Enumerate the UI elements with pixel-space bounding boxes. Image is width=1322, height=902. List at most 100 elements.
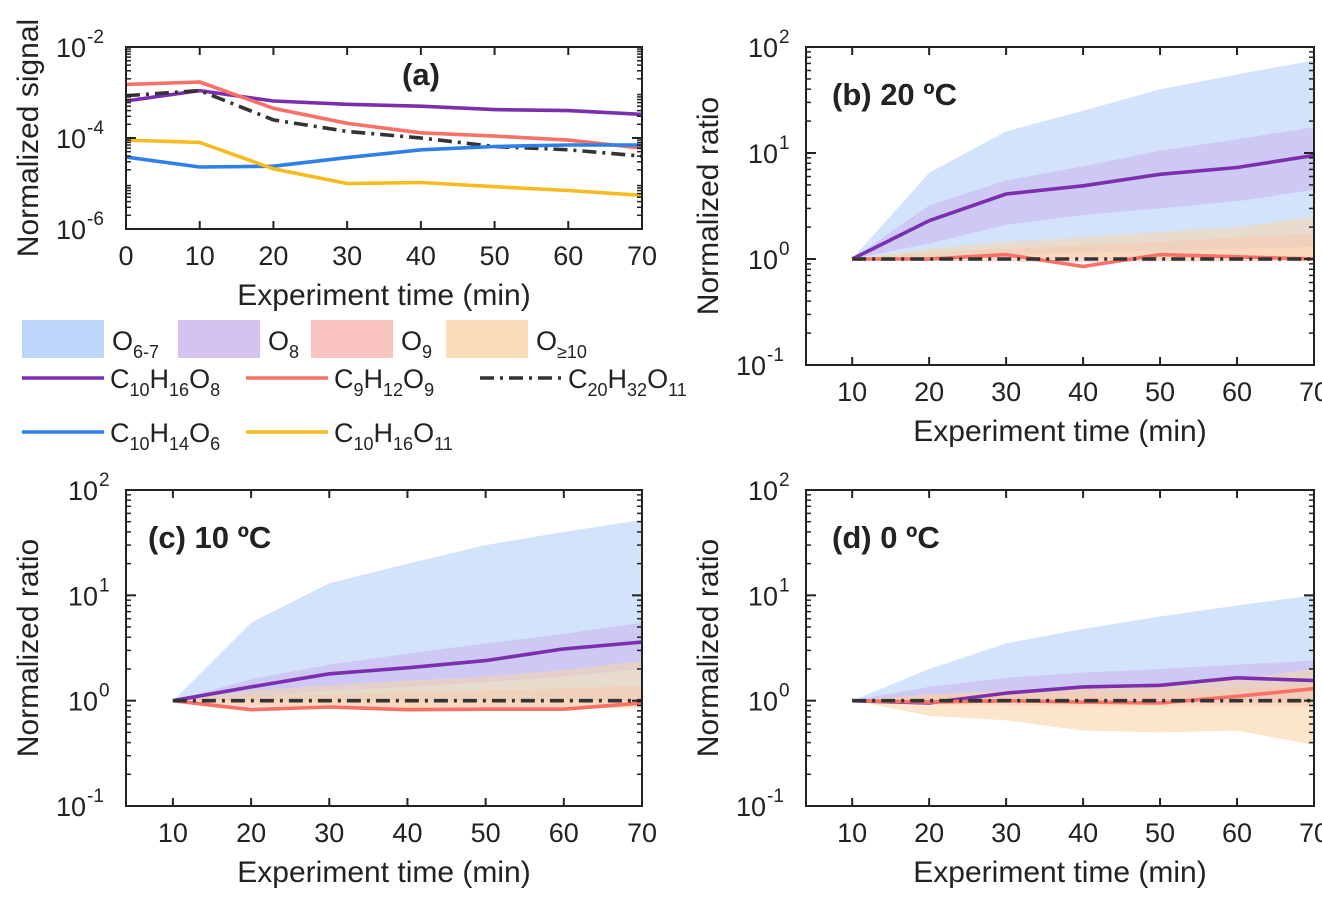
y-tick-exponent: 0 [779,239,790,260]
plot-content [172,519,642,712]
formula-subscript: 8 [210,380,220,400]
y-tick-label: 10 [736,351,766,381]
formula-element: O [413,418,434,448]
legend-line-item: C10H16O8 [22,364,220,400]
y-tick-exponent: 0 [99,681,110,702]
y-tick-label: 10 [56,33,86,63]
y-tick-exponent: 2 [99,470,110,491]
x-tick-label: 40 [406,241,436,271]
legend-line-item: C10H14O6 [22,418,220,454]
band-o10 [852,669,1314,745]
legend-band-item: O≥10 [446,320,587,362]
y-tick-label: 10 [736,792,766,822]
x-tick-label: 60 [553,241,583,271]
legend-line-label: C10H14O6 [110,418,220,454]
series-line-c20h32o11 [126,88,642,158]
series-line-c9h12o9 [852,252,1314,269]
axes-frame [805,46,1315,366]
y-tick-exponent: 1 [779,575,790,596]
formula-subscript: 9 [354,380,364,400]
legend-band-item: O9 [311,320,432,362]
plot-content [852,595,1314,745]
y-axis-label: Normalized ratio [12,539,45,757]
x-tick-label: 70 [1299,377,1322,407]
legend-line-item: C10H16O11 [246,418,453,454]
series-line-c9h12o9 [172,698,642,712]
formula-subscript: 11 [668,380,687,400]
x-tick-label: 10 [185,241,215,271]
x-tick-label: 50 [1145,818,1175,848]
series-line-c10h16o11 [126,138,642,198]
x-tick-label: 20 [914,377,944,407]
formula-subscript: 10 [130,434,150,454]
formula-subscript: 6 [210,434,220,454]
formula-element: O [403,364,424,394]
x-tick-label: 30 [991,818,1021,848]
series-line-c10h16o8 [126,88,642,117]
panel-title: (d) 0 ºC [832,520,940,555]
legend-band-item: O8 [178,320,299,362]
x-tick-label: 50 [1145,377,1175,407]
legend-main: O [268,326,289,356]
series-line-c9h12o9 [852,686,1314,705]
legend-band-swatch [178,320,260,358]
y-tick-label: 10 [748,687,778,717]
formula-subscript: 32 [627,380,647,400]
x-tick-label: 40 [1068,818,1098,848]
y-tick-label: 10 [748,245,778,275]
formula-element: O [647,364,668,394]
formula-element: O [189,364,210,394]
legend-main: O [401,326,422,356]
formula-subscript: 14 [169,434,189,454]
formula-element: C [110,418,130,448]
panel-title: (c) 10 ºC [148,520,271,555]
x-axis-label: Experiment time (min) [913,856,1206,889]
formula-subscript: 16 [393,434,413,454]
plot-content [126,80,642,198]
x-tick-label: 60 [549,818,579,848]
legend-sub: 9 [422,342,432,362]
series-line-c10h14o6 [126,143,642,169]
formula-element: H [364,364,384,394]
y-tick-exponent: -1 [87,786,104,807]
legend-band-label: O6-7 [112,326,159,362]
y-tick-label: 10 [68,476,98,506]
legend-line-item: C20H32O11 [480,364,687,400]
legend-sub: 8 [289,342,299,362]
band-o8 [852,127,1314,259]
legend-band-label: O≥10 [536,326,587,362]
y-axis-label: Normalized signal [12,19,45,257]
formula-subscript: 10 [130,380,150,400]
x-tick-label: 0 [118,241,133,271]
legend-band-swatch [446,320,528,358]
y-tick-label: 10 [748,581,778,611]
x-tick-label: 20 [258,241,288,271]
axes-frame [125,489,643,807]
y-tick-label: 10 [56,215,86,245]
legend-band-swatch [311,320,393,358]
legend-band-item: O6-7 [22,320,159,362]
series-line-c10h16o8 [851,153,1314,261]
formula-element: H [150,364,170,394]
formula-element: O [189,418,210,448]
x-tick-label: 60 [1222,377,1252,407]
x-tick-label: 50 [471,818,501,848]
legend-line-label: C9H12O9 [334,364,434,400]
series-line-c9h12o9 [126,80,642,150]
legend-main: O [536,326,557,356]
panel-title: (a) [402,57,440,92]
legend-line-label: C20H32O11 [568,364,687,400]
y-tick-exponent: -4 [87,118,104,139]
band-o10 [172,660,642,709]
series-line-c10h16o8 [172,640,642,703]
formula-element: H [150,418,170,448]
y-tick-exponent: 0 [779,681,790,702]
formula-element: C [568,364,588,394]
legend-band-label: O9 [401,326,432,362]
x-tick-label: 50 [480,241,510,271]
